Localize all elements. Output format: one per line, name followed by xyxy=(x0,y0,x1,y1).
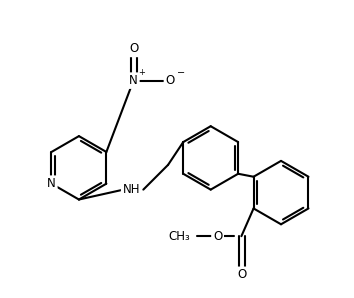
Text: CH₃: CH₃ xyxy=(168,230,190,243)
Text: O: O xyxy=(165,74,175,87)
Text: O: O xyxy=(238,268,247,281)
Text: +: + xyxy=(138,68,145,77)
Text: −: − xyxy=(177,68,185,78)
Text: N: N xyxy=(129,74,138,87)
Text: NH: NH xyxy=(123,183,140,196)
Text: N: N xyxy=(47,177,56,190)
Text: O: O xyxy=(213,230,222,243)
Text: O: O xyxy=(130,42,139,55)
